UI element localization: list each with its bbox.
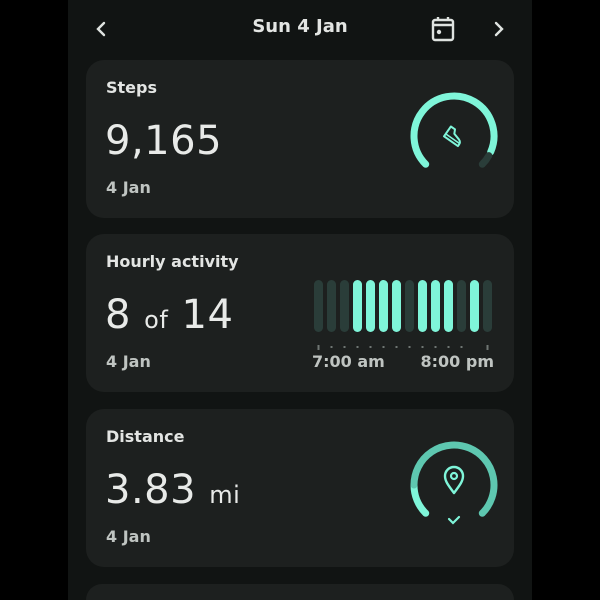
hour-bar [431, 280, 440, 332]
steps-value: 9,165 [105, 118, 223, 164]
hour-bar [366, 280, 375, 332]
steps-label: Steps [106, 78, 157, 97]
hour-tick [369, 346, 372, 348]
active-hours: 8 [105, 292, 131, 338]
of-text: of [144, 306, 169, 334]
hour-bar [444, 280, 453, 332]
end-time-label: 8:00 pm [420, 352, 495, 371]
distance-number: 3.83 [105, 467, 197, 513]
date-title: Sun 4 Jan [252, 16, 348, 37]
hour-bar [483, 280, 492, 332]
hourly-activity-date: 4 Jan [106, 352, 151, 371]
distance-date: 4 Jan [106, 527, 151, 546]
previous-day-button[interactable] [86, 14, 116, 44]
hour-tick [330, 346, 333, 348]
hour-bar [405, 280, 414, 332]
distance-unit: mi [209, 481, 241, 509]
ring-track [478, 152, 493, 168]
location-pin-icon [443, 465, 465, 495]
next-day-button[interactable] [484, 14, 514, 44]
date-header: Sun 4 Jan [68, 0, 532, 58]
hour-tick [486, 345, 489, 350]
distance-label: Distance [106, 427, 185, 446]
start-time-label: 7:00 am [312, 352, 385, 371]
chevron-left-icon [96, 21, 106, 37]
hour-bar [379, 280, 388, 332]
hourly-activity-value: 8 of 14 [105, 292, 233, 338]
calendar-icon [431, 17, 455, 42]
next-card[interactable] [86, 584, 514, 600]
steps-progress-ring [410, 92, 498, 168]
hourly-activity-label: Hourly activity [106, 252, 239, 271]
hour-tick [460, 346, 463, 348]
distance-card[interactable]: Distance 3.83 mi 4 Jan [86, 409, 514, 567]
hour-ticks [317, 345, 489, 350]
hour-bar [340, 280, 349, 332]
check-icon [447, 515, 461, 525]
hour-tick [317, 345, 320, 350]
hourly-activity-card[interactable]: Hourly activity 8 of 14 4 Jan 7:00 am 8:… [86, 234, 514, 392]
hour-bar [314, 280, 323, 332]
ring-progress [410, 92, 498, 168]
steps-date: 4 Jan [106, 178, 151, 197]
calendar-button[interactable] [428, 14, 458, 44]
hour-tick [434, 346, 437, 348]
hour-bar [392, 280, 401, 332]
hour-tick [421, 346, 424, 348]
app: Sun 4 Jan Steps 9,165 4 Jan Hourly activ… [68, 0, 532, 600]
hour-tick [395, 346, 398, 348]
chevron-right-icon [494, 21, 504, 37]
ring-progress [410, 441, 498, 517]
ring-progress-overflow [410, 481, 430, 517]
shoe-icon [443, 125, 461, 148]
hour-tick [447, 346, 450, 348]
hour-bar [470, 280, 479, 332]
hour-bar [457, 280, 466, 332]
distance-progress-ring [410, 441, 498, 525]
hour-tick [382, 346, 385, 348]
hour-tick [408, 346, 411, 348]
hour-bar [418, 280, 427, 332]
hour-bar [353, 280, 362, 332]
hour-tick [343, 346, 346, 348]
total-hours: 14 [181, 292, 234, 338]
distance-value: 3.83 mi [105, 467, 240, 513]
hourly-bars [314, 280, 492, 332]
hour-bar [327, 280, 336, 332]
hour-tick [356, 346, 359, 348]
steps-card[interactable]: Steps 9,165 4 Jan [86, 60, 514, 218]
